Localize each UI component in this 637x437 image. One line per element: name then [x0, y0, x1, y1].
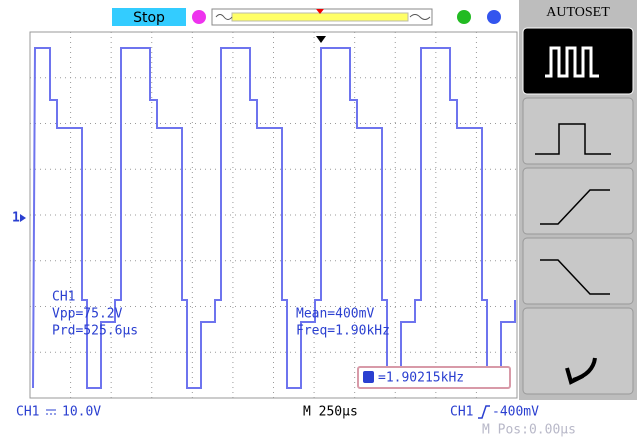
icon	[192, 10, 206, 24]
meas-freq: Freq=1.90kHz	[296, 324, 390, 339]
icon	[457, 10, 471, 24]
timeline-window	[231, 12, 409, 22]
channel-arrow	[20, 214, 26, 222]
menu-button-rise[interactable]	[522, 167, 634, 235]
status: Stop	[133, 10, 165, 26]
meas-vpp: Vpp=75.2V	[52, 307, 123, 322]
status-box	[112, 8, 186, 26]
counter-box	[357, 366, 511, 389]
timebase: M 250µs	[303, 405, 358, 420]
menu-title: AUTOSET	[546, 5, 610, 20]
icon-undo	[565, 357, 597, 385]
icon-fall	[540, 259, 610, 295]
trigger-pos	[316, 9, 324, 14]
icon-square	[545, 46, 599, 78]
waveform	[32, 47, 516, 389]
slope-icon	[478, 405, 490, 419]
timeline-ends	[215, 14, 431, 20]
graticule	[30, 32, 517, 398]
meas-period: Prd=525.6µs	[52, 324, 138, 339]
menu-button-undo[interactable]	[522, 307, 634, 395]
trigger-channel: CH1	[450, 405, 473, 420]
icon-pulse	[535, 123, 611, 155]
icon-rise	[540, 189, 610, 225]
meas-channel: CH1	[52, 290, 75, 305]
menu-button-fall[interactable]	[522, 237, 634, 305]
channel-marker: 1	[12, 211, 20, 226]
menu-button-square[interactable]	[522, 27, 634, 95]
trigger-level: -400mV	[492, 405, 539, 420]
graticule-border	[29, 31, 518, 399]
trigger-marker	[316, 36, 326, 43]
menu-button-pulse[interactable]	[522, 97, 634, 165]
icon	[487, 10, 501, 24]
coupling-icon	[46, 409, 56, 415]
scale-channel: CH1	[16, 405, 39, 420]
scale: 10.0V	[62, 405, 101, 420]
position: M Pos:0.00µs	[482, 423, 576, 437]
meas-mean: Mean=400mV	[296, 307, 374, 322]
counter-icon	[363, 371, 374, 383]
counter: =1.90215kHz	[378, 371, 464, 386]
